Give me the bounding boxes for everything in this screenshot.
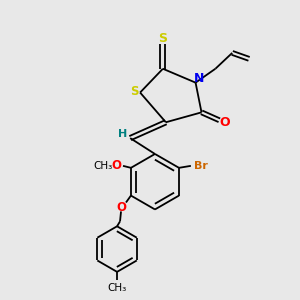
Text: H: H bbox=[118, 129, 127, 139]
Text: Br: Br bbox=[194, 161, 208, 171]
Text: CH₃: CH₃ bbox=[94, 161, 113, 171]
Text: O: O bbox=[111, 159, 121, 172]
Text: S: S bbox=[158, 32, 167, 44]
Text: N: N bbox=[194, 72, 205, 85]
Text: O: O bbox=[116, 201, 126, 214]
Text: S: S bbox=[130, 85, 138, 98]
Text: CH₃: CH₃ bbox=[107, 283, 127, 293]
Text: O: O bbox=[219, 116, 230, 129]
